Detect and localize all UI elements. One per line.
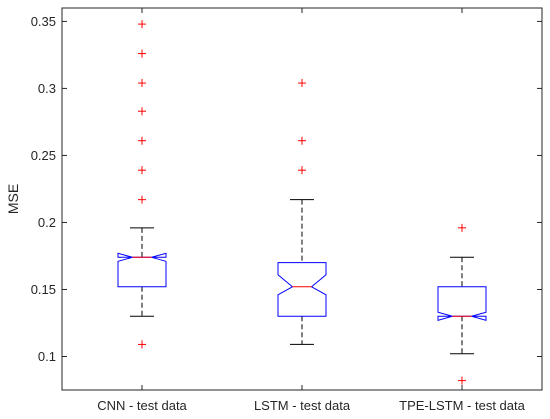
- outlier-marker: [138, 107, 146, 116]
- outlier-marker: [138, 166, 146, 175]
- outlier-marker: [138, 136, 146, 145]
- y-axis-label: MSE: [5, 184, 21, 214]
- notched-box: [277, 262, 327, 317]
- x-tick-label: CNN - test data: [97, 398, 187, 413]
- x-tick-label: TPE-LSTM - test data: [399, 398, 525, 413]
- y-tick-label: 0.25: [31, 148, 56, 163]
- box-series: [117, 20, 487, 385]
- x-tick-label: LSTM - test data: [254, 398, 351, 413]
- outlier-marker: [138, 20, 146, 29]
- outlier-marker: [138, 195, 146, 204]
- box-group: [437, 223, 487, 385]
- outlier-marker: [298, 79, 306, 88]
- y-tick-label: 0.2: [38, 215, 56, 230]
- outlier-marker: [138, 79, 146, 88]
- notched-box: [437, 286, 487, 321]
- y-tick-label: 0.3: [38, 81, 56, 96]
- box-group: [277, 79, 327, 345]
- y-tick-label: 0.35: [31, 14, 56, 29]
- outlier-marker: [458, 223, 466, 232]
- outlier-marker: [138, 49, 146, 58]
- outlier-marker: [298, 136, 306, 145]
- outlier-marker: [138, 340, 146, 349]
- box-group: [117, 20, 167, 349]
- outlier-marker: [298, 166, 306, 175]
- y-tick-label: 0.1: [38, 349, 56, 364]
- y-axis-ticks: 0.1 0.15 0.2 0.25 0.3 0.35: [31, 14, 542, 364]
- notched-box: [117, 252, 167, 288]
- outlier-marker: [458, 376, 466, 385]
- x-axis-ticks: CNN - test data LSTM - test data TPE-LSTM …: [97, 8, 526, 413]
- y-tick-label: 0.15: [31, 282, 56, 297]
